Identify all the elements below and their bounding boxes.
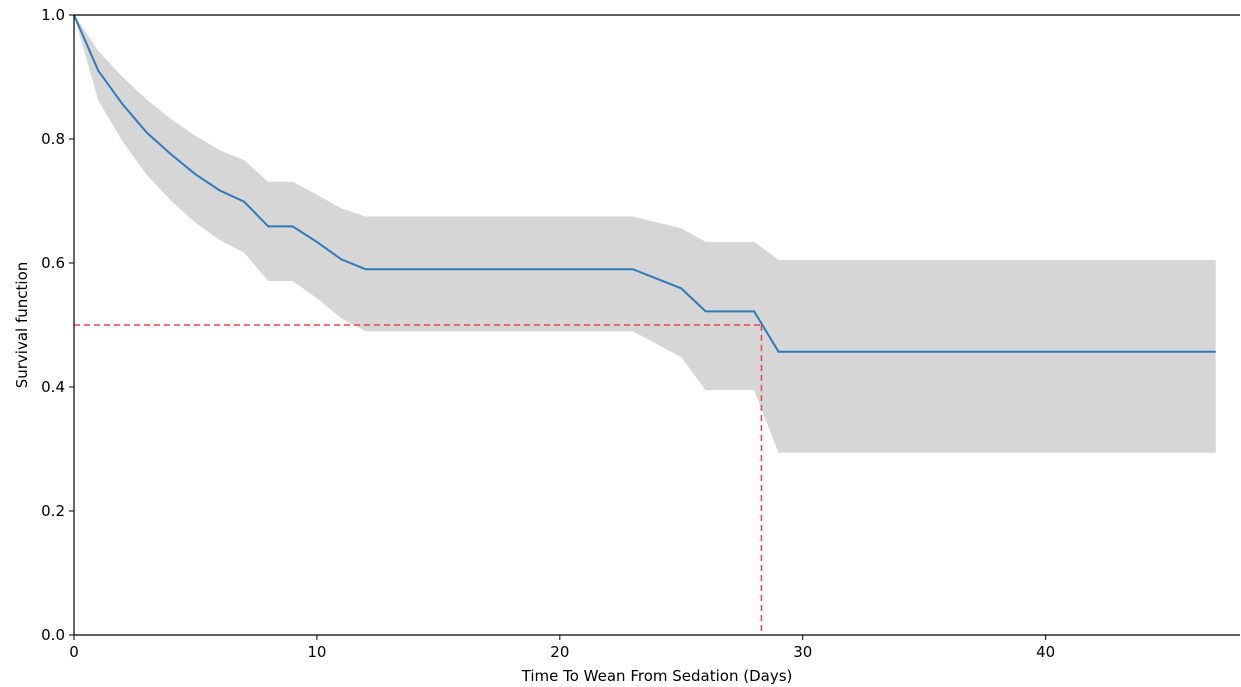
ticks: 0 10 20 30 40 0.0 0.2 0.4 0.6 0.8 1.0 [41,6,1055,661]
x-tick-label: 0 [69,643,79,661]
x-tick-label: 20 [550,643,569,661]
y-tick-label: 0.6 [41,254,65,272]
y-axis-label: Survival function [13,262,31,389]
x-tick-label: 10 [307,643,326,661]
x-axis-label: Time To Wean From Sedation (Days) [521,667,793,685]
confidence-band [74,15,1216,453]
y-tick-label: 0.4 [41,378,65,396]
y-tick-label: 0.8 [41,130,65,148]
plot-area [73,14,1216,635]
x-tick-label: 30 [793,643,812,661]
y-tick-label: 1.0 [41,6,65,24]
y-tick-label: 0.0 [41,626,65,644]
survival-curve [73,14,1216,353]
x-tick-label: 40 [1036,643,1055,661]
y-tick-label: 0.2 [41,502,65,520]
